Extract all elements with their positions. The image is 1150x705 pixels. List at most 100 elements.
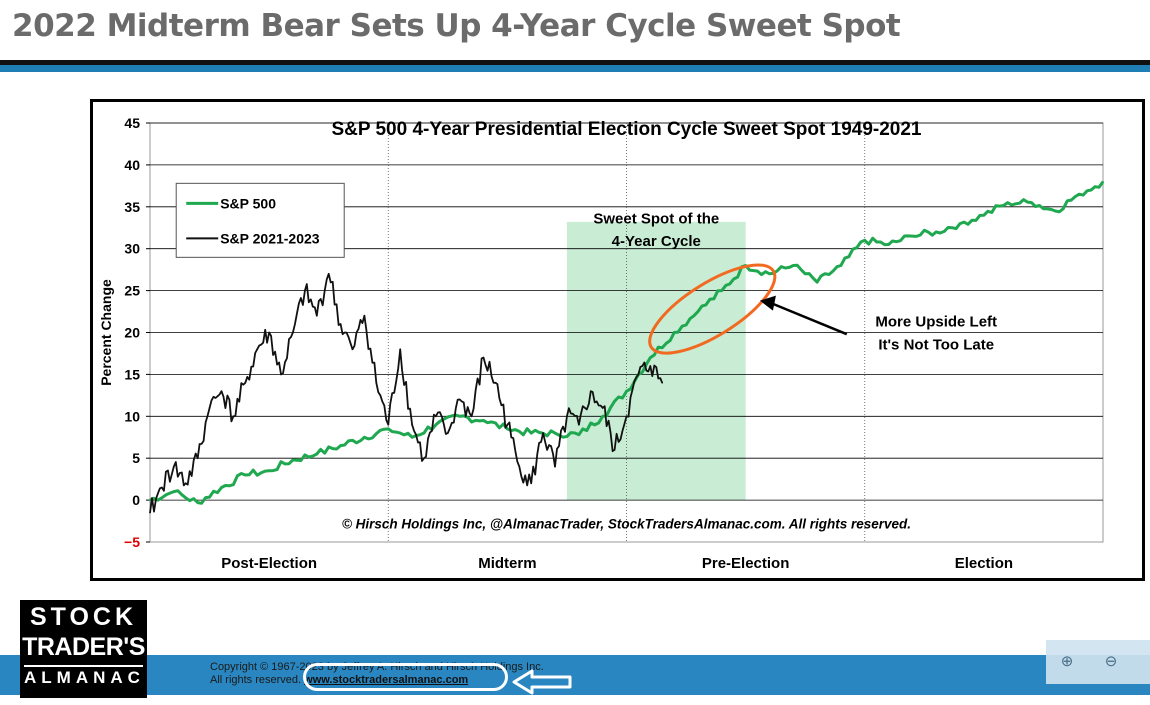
sp500-point [673,331,675,334]
y-tick-label: 15 [124,366,140,382]
sp500-point [244,474,247,476]
sp500-point [196,501,199,504]
sp500-point [1030,201,1033,204]
sp2021-2023-point [208,407,211,409]
x-quarter-label: Election [955,555,1013,572]
sp2021-2023-point [554,465,556,468]
sp2021-2023-point [184,482,187,485]
y-tick-label: 10 [124,408,140,424]
election-cycle-chart: −5 0 5 10 15 20 25 30 35 40 45 Post-Election Midterm… [98,115,1105,572]
sp500-point [173,490,175,493]
chart-frame: −5 0 5 10 15 20 25 30 35 40 45 Post-Election Midterm… [90,99,1145,581]
sp500-point [578,433,580,436]
sp500-point [315,453,318,455]
x-quarter-label: Post-Election [221,555,317,572]
annotation-arrowhead [759,295,776,311]
sp500-point [1078,193,1080,196]
sp2021-2023-point [339,323,342,325]
sp500-point [530,432,532,434]
url-highlight-oval [303,663,508,691]
sp500-point [840,264,842,267]
sp2021-2023-point [292,331,294,334]
sp500-point [601,415,604,418]
sp2021-2023-point [661,381,664,384]
footer-bar [0,655,1150,695]
y-tick-label: 30 [124,241,140,257]
sp2021-2023-point [589,390,592,392]
sp2021-2023-point [220,390,223,392]
x-quarter-label: Midterm [478,555,536,572]
sp500-point [220,486,223,489]
sp500-point [887,243,890,246]
stock-traders-almanac-logo: STOCK TRADER'S ALMANAC [20,600,147,698]
sp2021-2023-point [196,457,199,460]
legend-box [175,182,345,258]
chart-credit: © Hirsch Holdings Inc, @AlmanacTrader, S… [342,517,911,532]
y-tick-label: 25 [124,283,140,299]
annotation-line-1: More Upside Left [875,314,997,331]
y-tick-label: 0 [132,492,140,508]
sp2021-2023-point [435,415,437,418]
sp500-point [363,436,366,439]
annotation-line-2: It's Not Too Late [878,336,994,353]
logo-line-2: TRADER'S [22,633,145,661]
sp500-point [268,469,270,472]
sp2021-2023-point [315,314,318,317]
sp500-point [554,432,556,434]
sp2021-2023-point [327,273,330,275]
sp2021-2023-point [613,449,616,451]
sp500-point [792,264,795,267]
logo-line-3: ALMANAC [24,665,143,689]
sp2021-2023-point [375,381,378,384]
y-axis-title: Percent Change [98,279,114,386]
sp2021-2023-point [447,432,449,434]
sp500-point [959,222,961,225]
zoom-in-icon[interactable]: ⊕ [1060,653,1074,670]
sp500-point [411,436,413,439]
sp500-point [1102,180,1104,183]
sp2021-2023-point [244,381,247,384]
sp2021-2023-point [625,415,628,418]
sp2021-2023-line [149,272,664,513]
sweet-spot-region [566,221,746,501]
sp500-point [863,239,866,242]
sp2021-2023-point [494,381,497,384]
sp2021-2023-point [173,465,175,468]
sp2021-2023-point [578,423,580,426]
sp500-point [1054,210,1057,212]
sp2021-2023-point [387,423,390,426]
sp2021-2023-point [458,398,461,401]
legend-label-sp500: S&P 500 [220,195,276,211]
sp2021-2023-point [161,486,163,489]
logo-line-1: STOCK [29,603,138,631]
sp2021-2023-point [649,365,652,367]
zoom-controls: ⊕ ⊖ [1046,640,1150,684]
sp2021-2023-point [470,415,473,418]
sp500-point [458,415,461,418]
legend-label-sp2021: S&P 2021-2023 [220,230,320,246]
sp2021-2023-point [637,373,640,376]
y-tick-label: 20 [124,325,140,341]
x-quarter-label: Pre-Election [702,555,790,572]
sweet-spot-label-line-1: Sweet Spot of the [593,211,719,228]
sp2021-2023-point [149,511,151,514]
copyright-line-2: All rights reserved. [210,674,302,686]
sp2021-2023-point [232,415,235,418]
y-tick-label: −5 [124,534,140,550]
sp500-point [697,310,699,313]
y-tick-label: 40 [124,157,140,173]
sp500-point [339,444,342,447]
website-link[interactable]: www.stocktradersalmanac.com [304,674,469,686]
sp2021-2023-point [304,289,306,292]
sp2021-2023-point [530,482,532,485]
sp2021-2023-point [518,465,521,468]
zoom-out-icon[interactable]: ⊖ [1104,653,1118,670]
sp2021-2023-point [399,348,401,351]
sp2021-2023-point [482,356,485,359]
sp2021-2023-point [411,423,413,426]
sp500-point [149,499,151,501]
sp500-point [649,356,652,359]
sp500-point [816,281,818,284]
highlight-ellipse [648,263,777,355]
sp2021-2023-point [280,373,282,376]
